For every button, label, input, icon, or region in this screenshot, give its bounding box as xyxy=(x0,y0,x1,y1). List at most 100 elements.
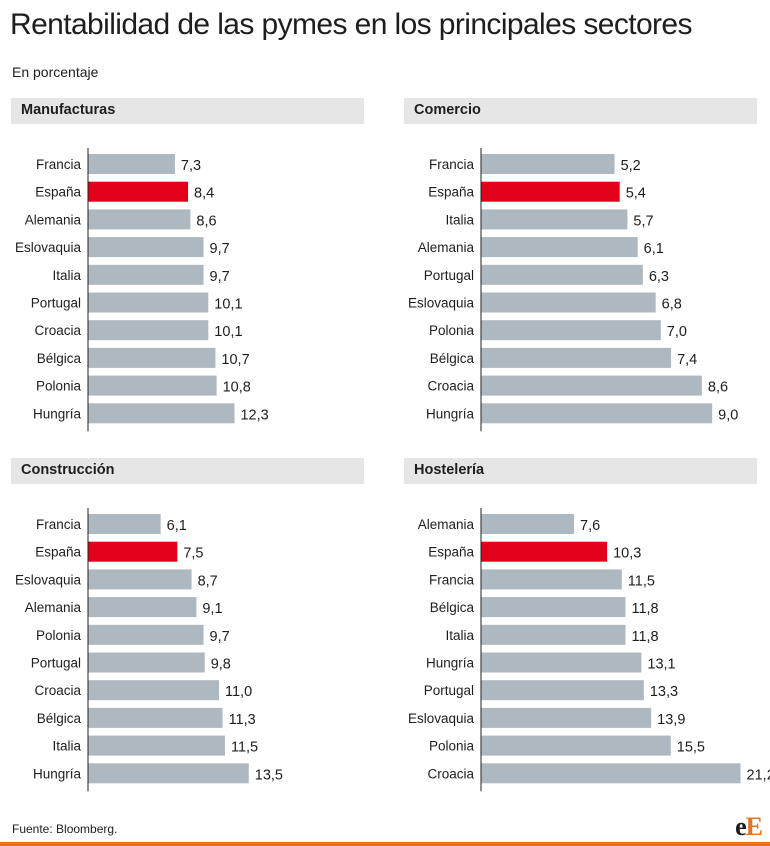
bar xyxy=(88,347,216,368)
value-label: 12,3 xyxy=(240,407,268,423)
value-label: 5,2 xyxy=(621,158,641,174)
bar-highlight xyxy=(481,181,620,202)
value-label: 6,3 xyxy=(649,269,669,285)
value-label: 7,5 xyxy=(183,546,203,562)
category-label: Croacia xyxy=(427,766,474,781)
category-label: Hungría xyxy=(426,406,475,421)
brand-logo[interactable]: eE xyxy=(735,812,763,842)
bar xyxy=(88,735,225,756)
value-label: 13,5 xyxy=(255,767,283,783)
bar xyxy=(481,403,713,424)
bar xyxy=(88,680,219,701)
bar xyxy=(481,154,615,174)
value-label: 8,6 xyxy=(708,380,728,396)
value-label: 10,8 xyxy=(223,380,251,396)
value-label: 8,4 xyxy=(194,186,214,202)
value-label: 6,1 xyxy=(644,241,664,257)
bar xyxy=(481,292,656,313)
bar xyxy=(481,652,642,673)
bar xyxy=(481,680,644,701)
bar xyxy=(88,707,223,728)
bar xyxy=(88,320,209,341)
panel-header: Construcción xyxy=(11,458,364,484)
value-label: 11,3 xyxy=(229,712,256,728)
bar xyxy=(88,763,249,784)
value-label: 13,3 xyxy=(650,684,678,700)
bar xyxy=(88,209,191,230)
category-label: Hungría xyxy=(33,406,82,421)
value-label: 9,7 xyxy=(210,269,230,285)
category-label: Portugal xyxy=(31,656,81,671)
value-label: 9,0 xyxy=(718,407,738,423)
panel-construccion: Construcción Francia 6,1 España 7,5 Eslovaqu… xyxy=(11,458,364,808)
panel-manufacturas: Manufacturas Francia 7,3 España 8,4 Alemania… xyxy=(11,98,364,448)
category-label: Portugal xyxy=(424,268,474,283)
value-label: 7,4 xyxy=(677,352,697,368)
category-label: Francia xyxy=(36,157,82,172)
bar xyxy=(88,569,192,590)
panel-header: Hostelería xyxy=(404,458,757,484)
category-label: Eslovaquia xyxy=(408,296,475,311)
bar xyxy=(88,292,209,313)
category-label: España xyxy=(428,545,474,560)
bar xyxy=(481,735,671,756)
value-label: 9,8 xyxy=(211,657,231,673)
bar-highlight xyxy=(481,541,608,562)
panel-header: Comercio xyxy=(404,98,757,124)
category-label: España xyxy=(35,545,81,560)
category-label: Croacia xyxy=(427,379,474,394)
value-label: 15,5 xyxy=(677,740,705,756)
category-label: Croacia xyxy=(34,323,81,338)
value-label: 8,6 xyxy=(196,213,216,229)
bar-chart: Alemania 7,6 España 10,3 Francia 11,5 Bélgica 1… xyxy=(408,508,770,792)
bar xyxy=(481,707,652,728)
bar xyxy=(481,209,628,230)
category-label: Alemania xyxy=(25,600,82,615)
category-label: Italia xyxy=(52,739,81,754)
bar xyxy=(88,154,175,174)
bar-chart: Francia 7,3 España 8,4 Alemania 8,6 Eslovaquia… xyxy=(15,148,269,432)
bar xyxy=(481,569,622,590)
value-label: 9,7 xyxy=(210,241,230,257)
category-label: Italia xyxy=(445,628,474,643)
chart-subtitle: En porcentaje xyxy=(12,64,99,80)
bar xyxy=(481,264,643,285)
value-label: 11,5 xyxy=(231,740,258,756)
category-label: Francia xyxy=(429,572,475,587)
category-label: Polonia xyxy=(429,739,475,754)
category-label: España xyxy=(35,185,81,200)
value-label: 11,5 xyxy=(628,573,655,589)
bar xyxy=(88,597,197,618)
logo-part: e xyxy=(735,812,747,841)
category-label: Alemania xyxy=(418,240,475,255)
panel-header: Manufacturas xyxy=(11,98,364,124)
value-label: 13,1 xyxy=(647,657,675,673)
value-label: 7,3 xyxy=(181,158,201,174)
category-label: Eslovaquia xyxy=(15,572,82,587)
bar xyxy=(481,375,702,396)
category-label: Bélgica xyxy=(37,711,82,726)
value-label: 10,1 xyxy=(214,297,242,313)
category-label: Polonia xyxy=(36,628,82,643)
bar xyxy=(481,320,661,341)
category-label: Portugal xyxy=(31,296,81,311)
value-label: 11,8 xyxy=(631,601,658,617)
value-label: 7,6 xyxy=(580,518,600,534)
value-label: 9,7 xyxy=(210,629,230,645)
bottom-rule xyxy=(0,842,770,846)
bar-chart: Francia 6,1 España 7,5 Eslovaquia 8,7 Alemania… xyxy=(15,508,283,792)
category-label: Italia xyxy=(52,268,81,283)
category-label: Francia xyxy=(36,517,82,532)
panel-title: Construcción xyxy=(21,462,115,478)
category-label: Eslovaquia xyxy=(15,240,82,255)
panel-title: Comercio xyxy=(414,102,481,118)
value-label: 21,2 xyxy=(747,767,770,783)
value-label: 7,0 xyxy=(667,324,687,340)
value-label: 10,3 xyxy=(613,546,641,562)
bar xyxy=(481,237,638,258)
bar xyxy=(481,763,741,784)
bar-chart: Francia 5,2 España 5,4 Italia 5,7 Alemania 6,1 P… xyxy=(408,148,738,432)
category-label: Hungría xyxy=(426,656,475,671)
bar xyxy=(88,624,204,645)
category-label: Bélgica xyxy=(430,351,475,366)
